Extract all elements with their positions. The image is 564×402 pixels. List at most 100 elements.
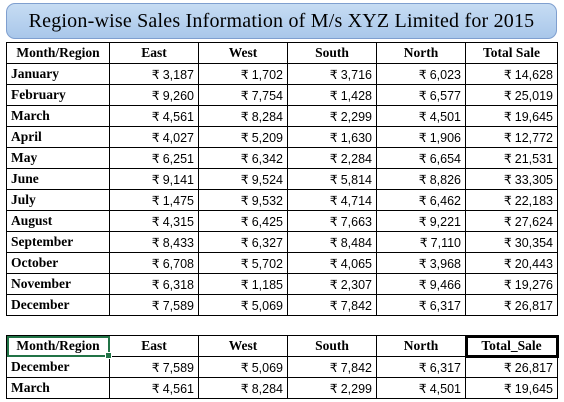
- currency-symbol: ₹: [240, 151, 249, 166]
- value-cell[interactable]: ₹25,019: [465, 84, 558, 106]
- value-cell[interactable]: ₹3,716: [287, 63, 377, 85]
- value-cell[interactable]: ₹14,628: [465, 63, 558, 85]
- value-cell[interactable]: ₹4,561: [109, 377, 199, 399]
- value-cell[interactable]: ₹9,221: [376, 210, 466, 232]
- value-cell[interactable]: ₹1,428: [287, 84, 377, 106]
- value-cell[interactable]: ₹2,299: [287, 105, 377, 127]
- value-cell[interactable]: ₹7,754: [198, 84, 288, 106]
- month-cell[interactable]: October: [6, 252, 110, 274]
- value-cell[interactable]: ₹4,561: [109, 105, 199, 127]
- value-cell[interactable]: ₹8,284: [198, 377, 288, 399]
- value-cell[interactable]: ₹4,501: [376, 105, 466, 127]
- value-cell[interactable]: ₹7,842: [287, 356, 377, 378]
- month-cell[interactable]: December: [6, 356, 110, 378]
- table-row: March ₹4,561 ₹8,284 ₹2,299 ₹4,501 ₹19,645: [6, 105, 558, 127]
- value-cell[interactable]: ₹19,276: [465, 273, 558, 295]
- column-header[interactable]: East: [109, 335, 199, 357]
- column-header[interactable]: North: [376, 42, 466, 64]
- month-cell[interactable]: September: [6, 231, 110, 253]
- column-header[interactable]: Total_Sale: [464, 334, 559, 358]
- value-cell[interactable]: ₹6,577: [376, 84, 466, 106]
- value-cell[interactable]: ₹1,185: [198, 273, 288, 295]
- value-cell[interactable]: ₹4,065: [287, 252, 377, 274]
- month-cell[interactable]: May: [6, 147, 110, 169]
- value-cell[interactable]: ₹7,842: [287, 294, 377, 316]
- value-cell[interactable]: ₹6,708: [109, 252, 199, 274]
- value-cell[interactable]: ₹6,342: [198, 147, 288, 169]
- value-cell[interactable]: ₹1,906: [376, 126, 466, 148]
- value-cell[interactable]: ₹3,187: [109, 63, 199, 85]
- value-cell[interactable]: ₹6,327: [198, 231, 288, 253]
- value-cell[interactable]: ₹9,141: [109, 168, 199, 190]
- column-header[interactable]: Month/Region: [6, 335, 112, 359]
- value-cell[interactable]: ₹3,968: [376, 252, 466, 274]
- value-cell[interactable]: ₹7,663: [287, 210, 377, 232]
- value-cell[interactable]: ₹9,524: [198, 168, 288, 190]
- value-cell[interactable]: ₹33,305: [465, 168, 558, 190]
- value-cell[interactable]: ₹4,714: [287, 189, 377, 211]
- column-header[interactable]: Total Sale: [465, 42, 558, 64]
- column-header[interactable]: East: [109, 42, 199, 64]
- value-cell[interactable]: ₹4,027: [109, 126, 199, 148]
- month-cell[interactable]: April: [6, 126, 110, 148]
- month-cell[interactable]: December: [6, 294, 110, 316]
- month-cell[interactable]: July: [6, 189, 110, 211]
- value-cell[interactable]: ₹5,069: [198, 356, 288, 378]
- month-cell[interactable]: November: [6, 273, 110, 295]
- value-cell[interactable]: ₹2,307: [287, 273, 377, 295]
- value-cell[interactable]: ₹27,624: [465, 210, 558, 232]
- column-header[interactable]: West: [198, 42, 288, 64]
- value-cell[interactable]: ₹9,466: [376, 273, 466, 295]
- value-cell[interactable]: ₹9,260: [109, 84, 199, 106]
- value-cell[interactable]: ₹30,354: [465, 231, 558, 253]
- value-cell[interactable]: ₹2,284: [287, 147, 377, 169]
- column-header[interactable]: Month/Region: [6, 42, 110, 64]
- column-header[interactable]: South: [287, 335, 377, 357]
- value-cell[interactable]: ₹26,817: [465, 294, 558, 316]
- value-cell[interactable]: ₹5,702: [198, 252, 288, 274]
- value-cell[interactable]: ₹4,315: [109, 210, 199, 232]
- value-cell[interactable]: ₹7,110: [376, 231, 466, 253]
- month-cell[interactable]: March: [6, 377, 110, 399]
- value-cell[interactable]: ₹4,501: [376, 377, 466, 399]
- value-cell[interactable]: ₹8,826: [376, 168, 466, 190]
- value-cell[interactable]: ₹5,069: [198, 294, 288, 316]
- value-cell[interactable]: ₹6,023: [376, 63, 466, 85]
- value-cell[interactable]: ₹2,299: [287, 377, 377, 399]
- value-cell[interactable]: ₹6,462: [376, 189, 466, 211]
- value-cell[interactable]: ₹6,425: [198, 210, 288, 232]
- month-cell[interactable]: February: [6, 84, 110, 106]
- month-cell[interactable]: June: [6, 168, 110, 190]
- value-cell[interactable]: ₹1,630: [287, 126, 377, 148]
- value-cell[interactable]: ₹6,317: [376, 356, 466, 378]
- value-cell[interactable]: ₹7,589: [109, 294, 199, 316]
- currency-symbol: ₹: [151, 193, 160, 208]
- value-cell[interactable]: ₹5,209: [198, 126, 288, 148]
- value-cell[interactable]: ₹1,702: [198, 63, 288, 85]
- month-cell[interactable]: March: [6, 105, 110, 127]
- value-cell[interactable]: ₹6,654: [376, 147, 466, 169]
- value-cell[interactable]: ₹6,251: [109, 147, 199, 169]
- value-cell[interactable]: ₹20,443: [465, 252, 558, 274]
- value-cell[interactable]: ₹8,433: [109, 231, 199, 253]
- value-cell[interactable]: ₹8,284: [198, 105, 288, 127]
- value-cell[interactable]: ₹19,645: [465, 377, 558, 399]
- column-header[interactable]: West: [198, 335, 288, 357]
- value-cell[interactable]: ₹1,475: [109, 189, 199, 211]
- value-cell[interactable]: ₹12,772: [465, 126, 558, 148]
- value-cell[interactable]: ₹6,318: [109, 273, 199, 295]
- value-cell[interactable]: ₹7,589: [109, 356, 199, 378]
- value-cell[interactable]: ₹5,814: [287, 168, 377, 190]
- value-cell[interactable]: ₹19,645: [465, 105, 558, 127]
- fill-handle[interactable]: [105, 352, 112, 359]
- column-header[interactable]: North: [376, 335, 466, 357]
- value-cell[interactable]: ₹21,531: [465, 147, 558, 169]
- value-cell[interactable]: ₹9,532: [198, 189, 288, 211]
- value-cell[interactable]: ₹6,317: [376, 294, 466, 316]
- month-cell[interactable]: January: [6, 63, 110, 85]
- value-cell[interactable]: ₹22,183: [465, 189, 558, 211]
- column-header[interactable]: South: [287, 42, 377, 64]
- month-cell[interactable]: August: [6, 210, 110, 232]
- value-cell[interactable]: ₹26,817: [465, 356, 558, 378]
- value-cell[interactable]: ₹8,484: [287, 231, 377, 253]
